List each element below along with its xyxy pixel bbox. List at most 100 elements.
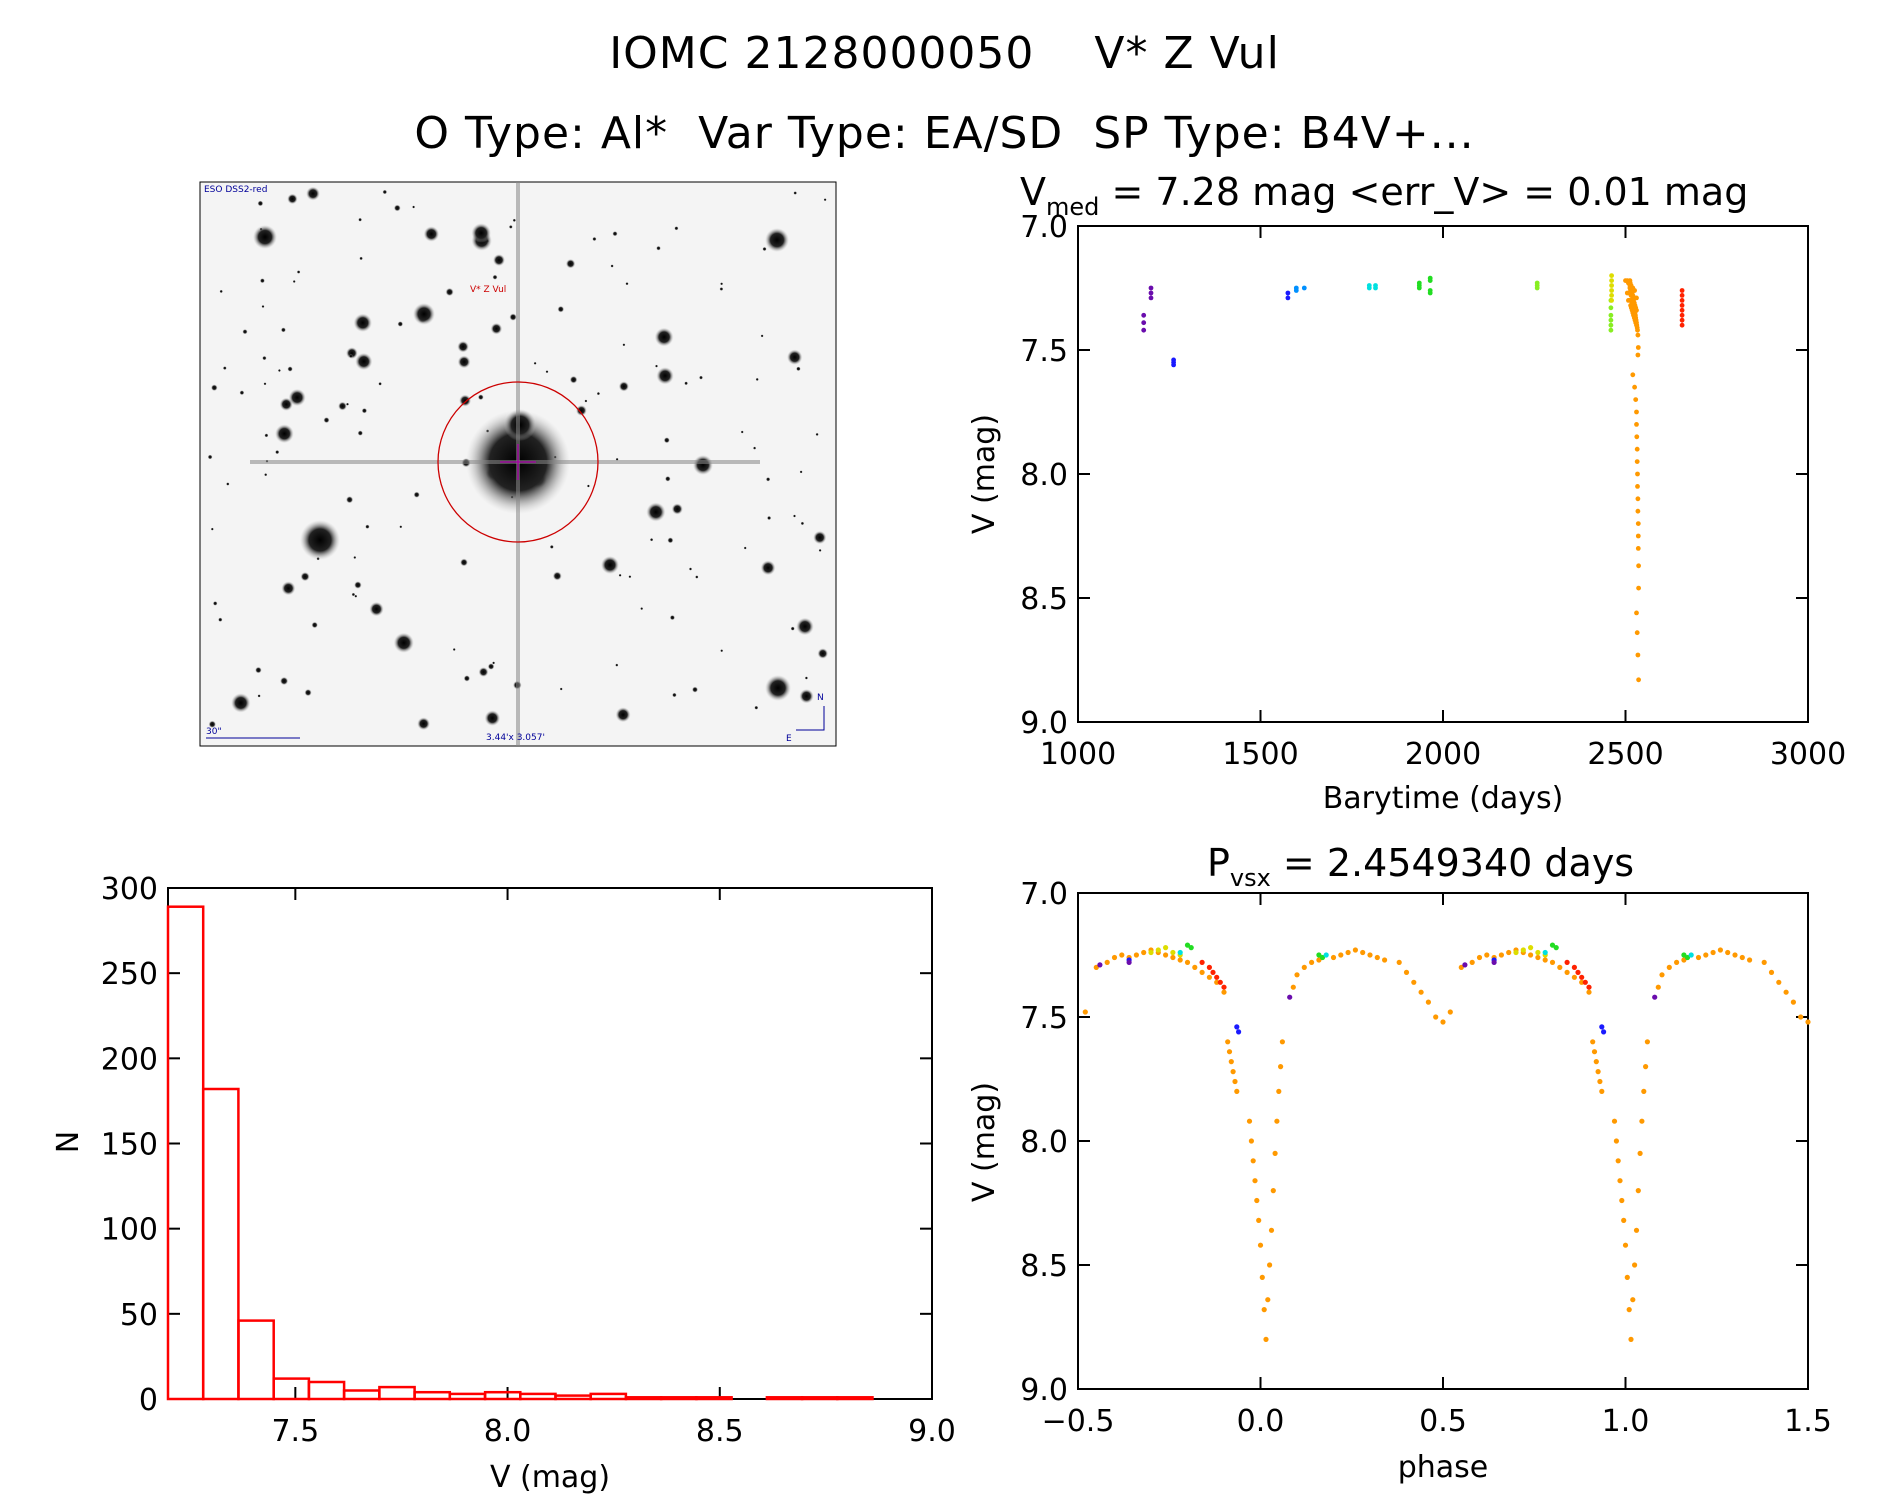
sky-star	[354, 581, 362, 589]
histogram-bar	[237, 1319, 275, 1401]
chart-subtitle: O Type: Al* Var Type: EA/SD SP Type: B4V…	[414, 108, 1475, 159]
lightcurve-xtick-label: 2500	[1587, 737, 1663, 772]
sky-star	[211, 384, 218, 392]
phased-point	[1210, 969, 1216, 976]
phased-point	[1330, 954, 1337, 961]
histogram-bar	[483, 1390, 522, 1401]
sky-star	[417, 717, 430, 731]
sky-star	[357, 430, 363, 436]
sky-star	[688, 567, 693, 571]
lightcurve-point	[1634, 446, 1640, 452]
lightcurve-title: Vmed = 7.28 mag <err_V> = 0.01 mag	[1020, 170, 1748, 221]
lightcurve-point	[1148, 290, 1154, 296]
lightcurve-point	[1679, 307, 1685, 313]
phased-point	[1597, 1078, 1603, 1085]
phased-point	[1624, 1274, 1630, 1280]
phased-point	[1617, 1178, 1623, 1184]
sky-star	[665, 476, 671, 482]
sky-star	[239, 390, 245, 396]
lightcurve-point	[1636, 563, 1641, 569]
phased-point	[1234, 1088, 1240, 1094]
phased-point	[1586, 984, 1592, 990]
phased-point	[1214, 974, 1220, 980]
phased-point	[1425, 999, 1431, 1005]
phased-point	[1184, 942, 1191, 948]
phased-title: Pvsx = 2.4549340 days	[1207, 841, 1634, 892]
phased-point	[1768, 969, 1775, 976]
phased-point	[1155, 947, 1161, 953]
sky-star	[219, 289, 223, 294]
histogram-bar	[695, 1396, 733, 1401]
phased-point	[1276, 1088, 1282, 1094]
sky-star	[586, 484, 590, 488]
lightcurve-point	[1608, 305, 1614, 311]
histogram-bar	[659, 1396, 698, 1401]
compass-e: E	[786, 734, 792, 744]
histogram-axes	[167, 887, 933, 1400]
sky-star	[306, 186, 320, 201]
phased-point	[1688, 952, 1694, 958]
sky-star	[353, 313, 372, 332]
sky-star	[640, 607, 644, 611]
phased-point	[1228, 1059, 1234, 1065]
phased-point	[1703, 952, 1709, 958]
sky-star	[584, 399, 588, 403]
sky-star	[793, 191, 797, 195]
histogram-xtick-label: 8.0	[484, 1414, 532, 1449]
sky-star	[622, 343, 626, 347]
sky-star	[353, 556, 357, 559]
sky-star	[800, 521, 805, 526]
sky-star	[559, 687, 563, 691]
phased-ytick-label: 8.5	[1020, 1249, 1068, 1284]
phased-point	[1259, 1274, 1265, 1280]
histogram-bar	[448, 1392, 487, 1401]
sky-star	[684, 381, 688, 386]
phased-point	[1352, 947, 1358, 953]
sky-star	[720, 282, 724, 286]
phased-point	[1119, 952, 1125, 958]
sky-star	[208, 720, 216, 728]
histogram-ytick-label: 100	[101, 1213, 158, 1248]
sky-star	[545, 370, 549, 374]
lightcurve-point	[1141, 327, 1147, 333]
sky-star	[813, 530, 827, 545]
phased-point	[1338, 952, 1344, 958]
lightcurve-point	[1427, 290, 1433, 296]
sky-star	[760, 560, 776, 576]
sky-star	[576, 405, 587, 416]
phased-point	[1250, 1158, 1256, 1164]
phased-point	[1270, 1188, 1276, 1194]
sky-star	[692, 686, 698, 693]
phased-point	[1484, 952, 1490, 958]
lightcurve-point	[1635, 652, 1641, 658]
sky-star	[393, 204, 401, 212]
phased-points	[1082, 942, 1811, 1342]
lightcurve-point	[1301, 285, 1307, 291]
sky-star	[346, 496, 354, 504]
phased-point	[1506, 949, 1512, 956]
sky-star	[323, 417, 330, 424]
sky-star	[669, 615, 676, 621]
sky-star	[361, 408, 368, 414]
phased-point	[1469, 959, 1475, 966]
histogram-ytick-label: 300	[101, 872, 158, 907]
sky-star	[740, 430, 744, 434]
sky-star	[649, 538, 654, 542]
sky-star	[753, 446, 757, 450]
sky-star	[264, 433, 269, 438]
phased-point	[1232, 1078, 1238, 1085]
histogram-bar	[624, 1396, 663, 1401]
lightcurve-point	[1609, 288, 1614, 293]
phased-point	[1278, 1064, 1284, 1070]
sky-star	[610, 264, 614, 268]
sky-star	[354, 594, 358, 598]
phased-point	[1248, 1138, 1254, 1144]
phased-point	[1254, 1197, 1260, 1204]
lightcurve-point	[1636, 585, 1641, 591]
sky-star	[796, 366, 801, 372]
phased-point	[1360, 949, 1366, 956]
sky-bright-star	[693, 455, 713, 475]
phased-point	[1403, 969, 1410, 976]
phased-point	[1595, 1069, 1601, 1075]
